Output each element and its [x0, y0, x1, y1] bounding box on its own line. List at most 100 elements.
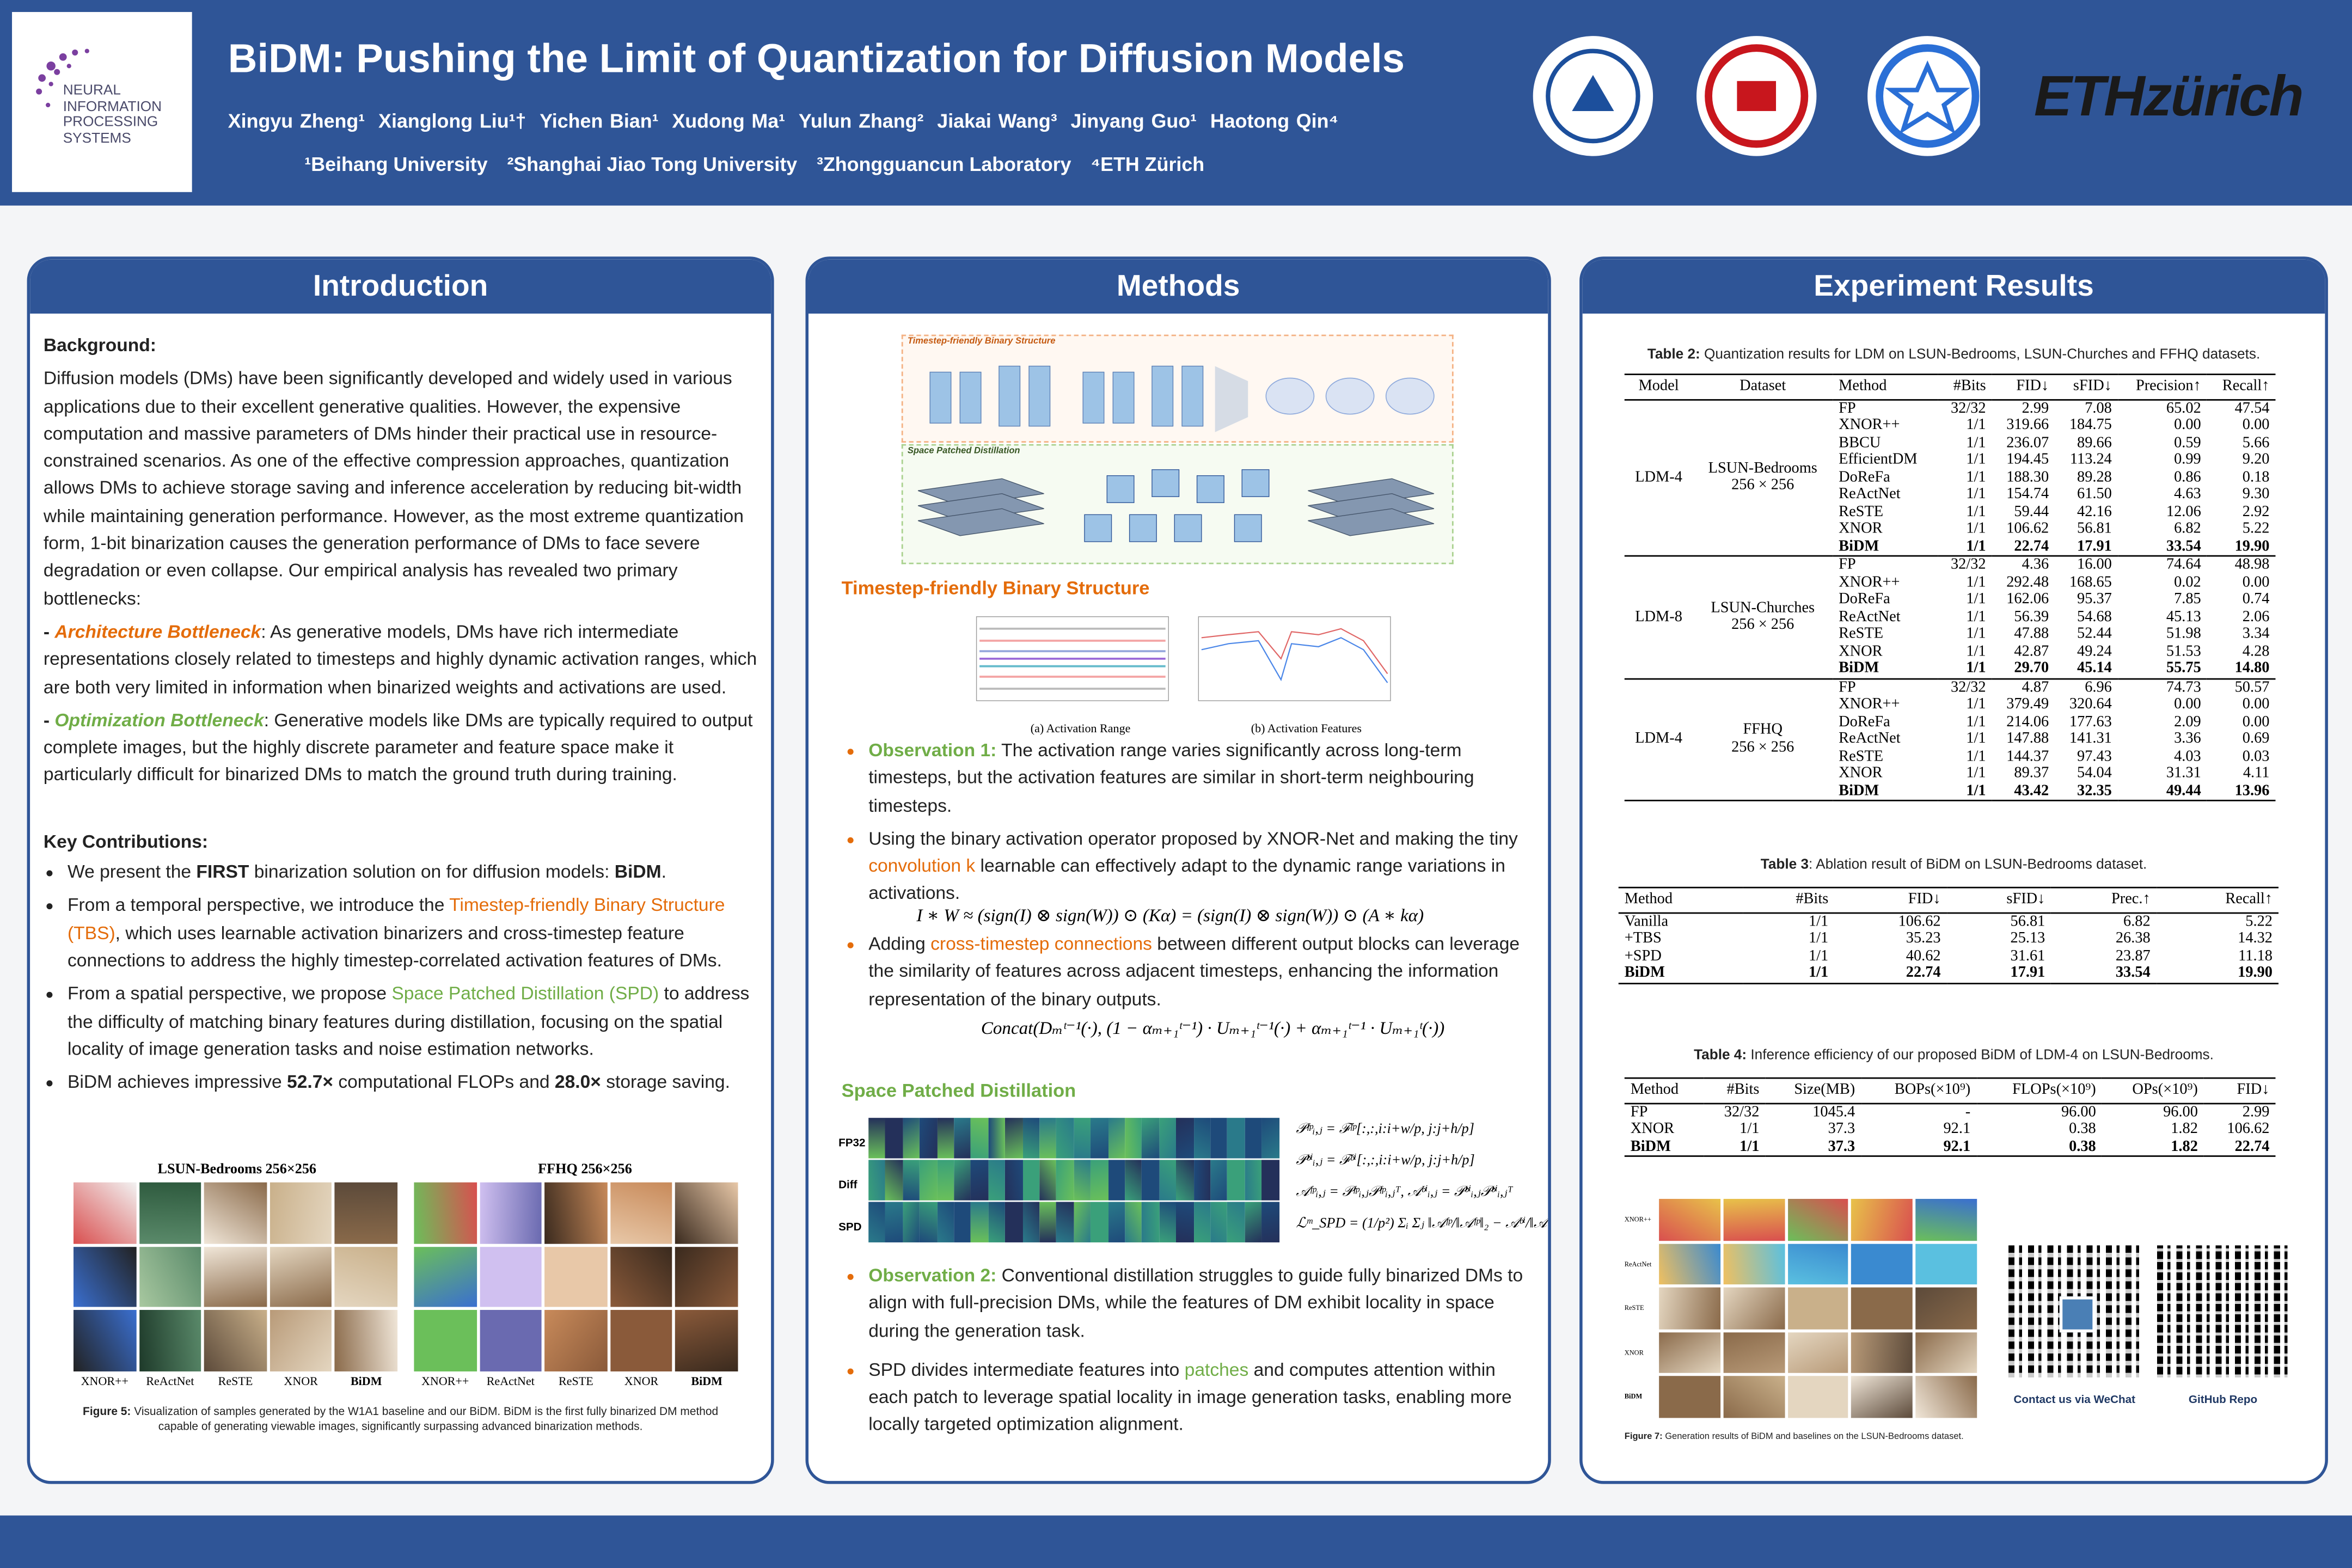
text-segment: The activation range varies significantl… — [868, 739, 1474, 816]
table-cell: XNOR++ — [1839, 696, 1900, 713]
table-row: ReActNet 1/1 56.39 54.68 45.13 2.06 — [1625, 609, 2276, 626]
table-cell: 1/1 — [1966, 626, 1986, 642]
text-segment: Generation results of BiDM and baselines… — [1662, 1432, 1964, 1442]
table-row: BiDM 1/1 22.74 17.91 33.54 19.90 — [1625, 538, 2276, 556]
column-header: Dataset — [1693, 373, 1833, 400]
list-item: Haotong Qin⁴ — [1210, 109, 1339, 132]
table-cell: DoReFa — [1839, 713, 1890, 730]
table-row: FP 32/32 1045.4 - 96.00 96.00 2.99 — [1625, 1103, 2276, 1121]
table-cell: 1/1 — [1808, 947, 1829, 964]
wechat-qr — [2008, 1245, 2141, 1377]
table-cell: XNOR++ — [1839, 417, 1900, 434]
column-header: #Bits — [1703, 1077, 1766, 1104]
eth-logo: ETHzürich — [2033, 66, 2304, 130]
sample-image — [1787, 1332, 1849, 1374]
table-cell: FP — [1630, 1104, 1648, 1120]
tbs-points: Adding cross-timestep connections betwee… — [844, 930, 1528, 1019]
table-cell: 0.38 — [2069, 1138, 2096, 1155]
beihang-ring — [1546, 48, 1640, 144]
table-cell: 61.50 — [2077, 486, 2112, 503]
table-cell: 52.44 — [2077, 626, 2112, 642]
sample-image — [1915, 1288, 1977, 1330]
table-cell: 0.74 — [2242, 591, 2270, 608]
feature-map-cell — [868, 1118, 886, 1159]
sample-image — [1659, 1199, 1720, 1241]
sample-image — [204, 1246, 267, 1308]
table-cell: 50.57 — [2207, 677, 2276, 696]
qr-label: GitHub Repo — [2188, 1392, 2258, 1406]
feature-map-cell — [1005, 1160, 1022, 1200]
tbs-diagram: Timestep-friendly Binary Structure — [901, 334, 1454, 443]
text-segment: We present the — [67, 861, 197, 883]
sample-image — [414, 1246, 477, 1308]
footer — [0, 1515, 2352, 1568]
feature-map-cell — [1176, 1118, 1193, 1159]
dataset-label: LSUN-Bedrooms — [1708, 460, 1817, 477]
table-cell: 92.1 — [1943, 1138, 1971, 1155]
column-header: OPs(×10⁹) — [2102, 1077, 2204, 1104]
feature-map-cell — [1210, 1202, 1228, 1242]
feature-map-cell — [1074, 1160, 1091, 1200]
column-label: BiDM — [350, 1374, 382, 1388]
table-cell: XNOR — [1839, 520, 1883, 537]
table-cell: 168.65 — [2069, 574, 2112, 591]
table-cell: 9.20 — [2242, 451, 2270, 468]
table-cell: 236.07 — [2006, 434, 2049, 451]
column-label: ReSTE — [559, 1374, 593, 1388]
column-label: XNOR — [284, 1374, 318, 1388]
sample-grid — [72, 1181, 399, 1373]
table-cell: 141.31 — [2069, 731, 2112, 748]
sample-image — [675, 1246, 738, 1308]
contribution: From a spatial perspective, we propose S… — [68, 980, 757, 1062]
spd-sketch — [917, 469, 1435, 542]
text-segment: From a temporal perspective, we introduc… — [67, 895, 450, 916]
table-cell: 0.00 — [2242, 574, 2270, 591]
feature-map-cell — [1245, 1118, 1262, 1159]
column-header: FID↓ — [1834, 886, 1947, 913]
table-cell: ReSTE — [1839, 626, 1884, 642]
feature-map-cell — [1125, 1202, 1142, 1242]
table-cell: 4.87 — [1992, 677, 2055, 696]
figure-caption: Figure 7: Generation results of BiDM and… — [1625, 1433, 1964, 1442]
sample-image — [1915, 1376, 1977, 1418]
table-cell: 1/1 — [1739, 1138, 1760, 1155]
table-cell: 42.87 — [2014, 642, 2049, 660]
feature-map-cell — [971, 1160, 989, 1200]
sample-image — [1915, 1332, 1977, 1374]
column-header: #Bits — [1742, 886, 1835, 913]
table-cell: 51.98 — [2166, 626, 2201, 642]
text-segment: FIRST — [196, 861, 249, 883]
table-cell: 320.64 — [2069, 696, 2112, 713]
table-cell: 106.62 — [2227, 1120, 2270, 1138]
table-cell: 0.00 — [2242, 713, 2270, 730]
text-segment: Table 3 — [1760, 856, 1809, 873]
table-cell: 1/1 — [1966, 417, 1986, 434]
column-label: XNOR — [624, 1374, 659, 1388]
table-cell: 5.22 — [2242, 520, 2270, 537]
sample-image — [1787, 1199, 1849, 1241]
feature-map-cell — [1159, 1160, 1177, 1200]
feature-map-cell — [903, 1118, 920, 1159]
feature-map-cell — [1074, 1202, 1091, 1242]
table-row: ReSTE 1/1 47.88 52.44 51.98 3.34 — [1625, 626, 2276, 643]
feature-map-cell — [1005, 1202, 1022, 1242]
table: Model Dataset Method #Bits FID↓ sFID↓ Precisio… — [1624, 373, 2276, 801]
table-cell: 47.54 — [2234, 400, 2270, 416]
table-cell: 1/1 — [1966, 608, 1986, 625]
table-cell: 95.37 — [2077, 591, 2112, 608]
table-row: DoReFa 1/1 162.06 95.37 7.85 0.74 — [1625, 591, 2276, 609]
column-header: sFID↓ — [2055, 373, 2118, 400]
table-cell: 17.91 — [2010, 965, 2045, 982]
sample-image — [1787, 1376, 1849, 1418]
formula: 𝒫ᶠᵖᵢ,ⱼ = ℱᶠᵖ[:,:,i:i+w/p, j:j+h/p] — [1296, 1122, 1474, 1138]
contributions-title: Key Contributions: — [43, 831, 209, 852]
list-item: Yulun Zhang² — [798, 109, 924, 132]
table-cell: 1/1 — [1966, 574, 1986, 591]
feature-map-cell — [920, 1118, 937, 1159]
table-row: XNOR 1/1 106.62 56.81 6.82 5.22 — [1625, 520, 2276, 538]
table-cell: BiDM — [1630, 1138, 1671, 1155]
sample-image — [1659, 1376, 1720, 1418]
table-cell: FP — [1839, 400, 1856, 416]
table-cell: 17.91 — [2077, 538, 2112, 555]
table-cell: 56.81 — [2077, 520, 2112, 537]
